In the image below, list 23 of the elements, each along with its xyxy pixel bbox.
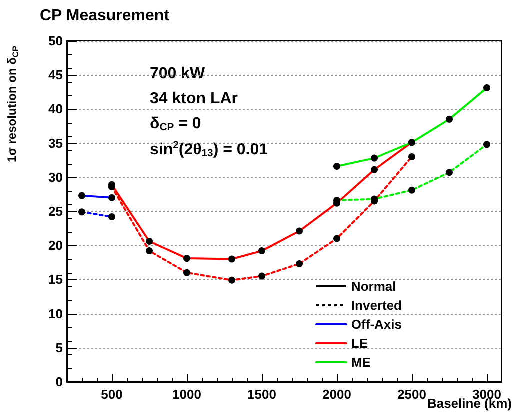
annotation: 34 kton LAr [150,90,238,108]
annotation: Inverted [351,298,402,313]
y-tick-label: 50 [48,34,63,48]
x-tick-label: 2000 [322,387,352,402]
x-tick-label: 2500 [398,387,426,402]
y-tick-label: 25 [48,204,63,219]
y-tick-label: 45 [48,68,63,83]
y-tick-label: 15 [48,272,63,288]
annotation: Normal [351,279,396,294]
x-tick-label: 1500 [248,387,276,402]
legend-label: ME [351,355,372,370]
legend-label: LE [351,336,368,351]
y-tick-label: 10 [48,306,63,322]
y-tick-label: 35 [48,136,63,151]
y-tick-label: 20 [48,238,63,254]
legend-label: Off-Axis [351,317,402,332]
y-tick-label: 0 [56,374,63,390]
x-tick-label: 1000 [172,387,202,402]
x-tick-label: 500 [101,387,123,402]
chart-title: CP Measurement [40,8,170,24]
y-tick-label: 30 [48,170,63,185]
y-tick-label: 40 [48,102,63,117]
y-tick-label: 5 [56,340,63,356]
